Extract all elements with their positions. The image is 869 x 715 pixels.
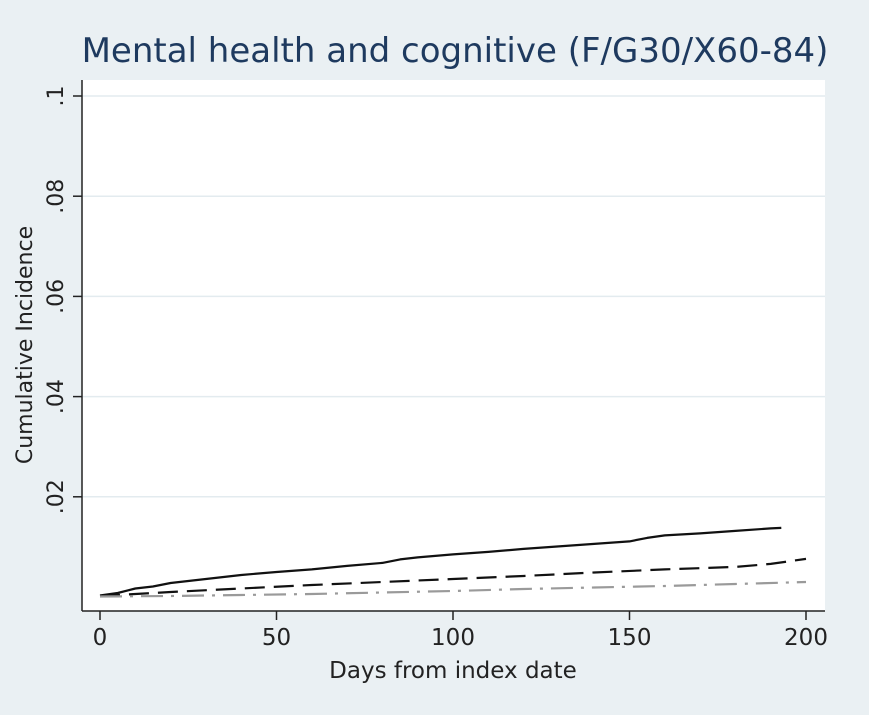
x-tick-label-0: 0 (93, 625, 108, 651)
x-tick-label-2: 100 (431, 625, 475, 651)
x-axis-label: Days from index date (329, 658, 577, 684)
x-tick-label-4: 200 (784, 625, 828, 651)
series-line-dash (99, 557, 807, 598)
series-layer (99, 526, 807, 598)
series-line-solid (99, 526, 782, 597)
plot-area (82, 80, 825, 611)
y-tick-label-2: .06 (44, 279, 69, 314)
y-axis-label: Cumulative Incidence (13, 226, 38, 464)
y-tick-label-4: .1 (44, 86, 69, 107)
y-tick-label-0: .02 (44, 479, 69, 514)
chart-title: Mental health and cognitive (F/G30/X60-8… (82, 31, 829, 71)
grid (82, 95, 825, 498)
y-tick-label-1: .04 (44, 379, 69, 414)
y-tick-label-3: .08 (44, 179, 69, 214)
ticks: 0 50 100 150 200 .02 .04 .06 .08 .1 (44, 86, 828, 652)
x-tick-label-1: 50 (262, 625, 291, 651)
series-line-dashdot (99, 580, 807, 598)
x-tick-label-3: 150 (608, 625, 652, 651)
